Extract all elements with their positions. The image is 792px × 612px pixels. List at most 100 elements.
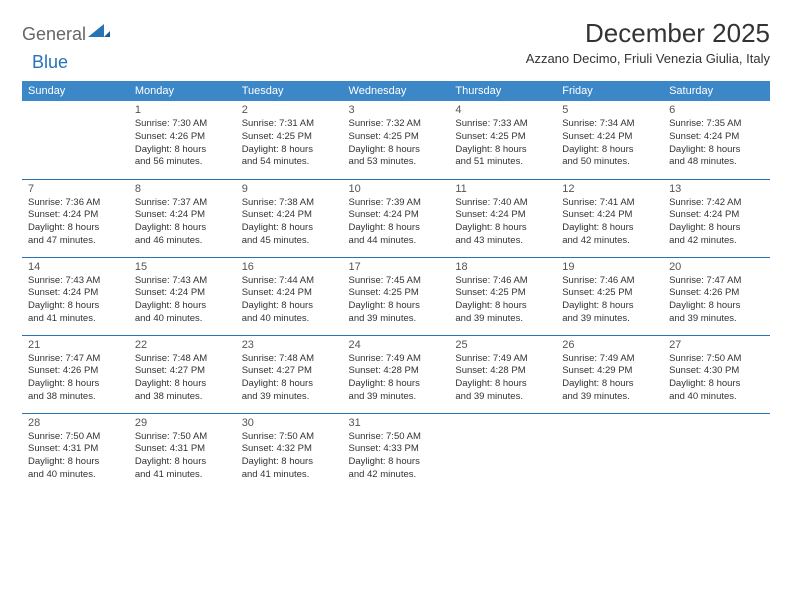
- calendar-day-cell: 12Sunrise: 7:41 AMSunset: 4:24 PMDayligh…: [556, 179, 663, 257]
- day-info: Sunrise: 7:49 AMSunset: 4:28 PMDaylight:…: [455, 353, 550, 404]
- day-info-line: and 43 minutes.: [455, 235, 550, 248]
- day-info-line: and 41 minutes.: [28, 313, 123, 326]
- day-info-line: Sunset: 4:28 PM: [455, 365, 550, 378]
- day-info-line: Daylight: 8 hours: [669, 300, 764, 313]
- calendar-table: SundayMondayTuesdayWednesdayThursdayFrid…: [22, 81, 770, 491]
- calendar-day-cell: [22, 101, 129, 179]
- day-info-line: Daylight: 8 hours: [562, 378, 657, 391]
- day-number: 29: [135, 417, 230, 429]
- calendar-day-cell: 2Sunrise: 7:31 AMSunset: 4:25 PMDaylight…: [236, 101, 343, 179]
- day-info: Sunrise: 7:50 AMSunset: 4:32 PMDaylight:…: [242, 431, 337, 482]
- calendar-day-cell: 14Sunrise: 7:43 AMSunset: 4:24 PMDayligh…: [22, 257, 129, 335]
- day-info-line: Daylight: 8 hours: [28, 222, 123, 235]
- day-info-line: Daylight: 8 hours: [349, 300, 444, 313]
- logo-flag-icon: [88, 24, 110, 45]
- day-info-line: Sunrise: 7:32 AM: [349, 118, 444, 131]
- day-info-line: and 39 minutes.: [349, 391, 444, 404]
- day-info-line: and 42 minutes.: [349, 469, 444, 482]
- day-info-line: Daylight: 8 hours: [349, 378, 444, 391]
- day-info-line: Sunset: 4:32 PM: [242, 443, 337, 456]
- calendar-day-cell: 5 Sunrise: 7:34 AMSunset: 4:24 PMDaylight…: [556, 101, 663, 179]
- day-number: 4: [455, 104, 550, 116]
- day-info-line: Sunrise: 7:50 AM: [28, 431, 123, 444]
- day-number: 10: [349, 183, 444, 195]
- day-info-line: Daylight: 8 hours: [455, 300, 550, 313]
- calendar-day-cell: 26Sunrise: 7:49 AMSunset: 4:29 PMDayligh…: [556, 335, 663, 413]
- day-number: 7: [28, 183, 123, 195]
- day-info-line: Sunset: 4:25 PM: [455, 131, 550, 144]
- day-info-line: Sunset: 4:24 PM: [349, 209, 444, 222]
- day-info-line: Daylight: 8 hours: [669, 144, 764, 157]
- day-info-line: Sunset: 4:25 PM: [562, 287, 657, 300]
- day-info-line: and 39 minutes.: [349, 313, 444, 326]
- day-info-line: Sunset: 4:24 PM: [455, 209, 550, 222]
- day-info-line: Sunrise: 7:39 AM: [349, 197, 444, 210]
- calendar-day-cell: 27Sunrise: 7:50 AMSunset: 4:30 PMDayligh…: [663, 335, 770, 413]
- day-number: 8: [135, 183, 230, 195]
- calendar-day-cell: 4Sunrise: 7:33 AMSunset: 4:25 PMDaylight…: [449, 101, 556, 179]
- day-info: Sunrise: 7:47 AMSunset: 4:26 PMDaylight:…: [669, 275, 764, 326]
- day-info-line: Sunset: 4:26 PM: [135, 131, 230, 144]
- day-info-line: Daylight: 8 hours: [135, 378, 230, 391]
- day-info: Sunrise: 7:30 AMSunset: 4:26 PMDaylight:…: [135, 118, 230, 169]
- calendar-week-row: 14Sunrise: 7:43 AMSunset: 4:24 PMDayligh…: [22, 257, 770, 335]
- day-info-line: Sunrise: 7:31 AM: [242, 118, 337, 131]
- day-info: Sunrise: 7:48 AMSunset: 4:27 PMDaylight:…: [135, 353, 230, 404]
- day-info-line: Sunset: 4:24 PM: [28, 287, 123, 300]
- day-info-line: Sunrise: 7:34 AM: [562, 118, 657, 131]
- day-info: Sunrise: 7:34 AMSunset: 4:24 PMDaylight:…: [562, 118, 657, 169]
- day-info-line: and 44 minutes.: [349, 235, 444, 248]
- day-number: 31: [349, 417, 444, 429]
- day-info: Sunrise: 7:45 AMSunset: 4:25 PMDaylight:…: [349, 275, 444, 326]
- day-info-line: Sunset: 4:33 PM: [349, 443, 444, 456]
- day-info-line: Sunset: 4:25 PM: [349, 131, 444, 144]
- calendar-day-cell: 3Sunrise: 7:32 AMSunset: 4:25 PMDaylight…: [343, 101, 450, 179]
- weekday-header: Friday: [556, 81, 663, 101]
- day-info: Sunrise: 7:43 AMSunset: 4:24 PMDaylight:…: [135, 275, 230, 326]
- day-info-line: Sunrise: 7:37 AM: [135, 197, 230, 210]
- day-number: 5: [562, 104, 657, 116]
- day-info-line: and 38 minutes.: [28, 391, 123, 404]
- day-info-line: Daylight: 8 hours: [455, 378, 550, 391]
- calendar-day-cell: 31Sunrise: 7:50 AMSunset: 4:33 PMDayligh…: [343, 413, 450, 491]
- day-info-line: Daylight: 8 hours: [242, 144, 337, 157]
- day-number: 17: [349, 261, 444, 273]
- day-number: 23: [242, 339, 337, 351]
- day-info-line: Sunset: 4:24 PM: [242, 209, 337, 222]
- day-info: Sunrise: 7:41 AMSunset: 4:24 PMDaylight:…: [562, 197, 657, 248]
- day-info: Sunrise: 7:31 AMSunset: 4:25 PMDaylight:…: [242, 118, 337, 169]
- day-info-line: Daylight: 8 hours: [349, 456, 444, 469]
- day-number: 11: [455, 183, 550, 195]
- day-info: Sunrise: 7:48 AMSunset: 4:27 PMDaylight:…: [242, 353, 337, 404]
- day-info-line: and 42 minutes.: [562, 235, 657, 248]
- day-info-line: Daylight: 8 hours: [455, 144, 550, 157]
- calendar-day-cell: 17 Sunrise: 7:45 AMSunset: 4:25 PMDayligh…: [343, 257, 450, 335]
- calendar-day-cell: 7Sunrise: 7:36 AMSunset: 4:24 PMDaylight…: [22, 179, 129, 257]
- calendar-week-row: 1Sunrise: 7:30 AMSunset: 4:26 PMDaylight…: [22, 101, 770, 179]
- day-info-line: and 56 minutes.: [135, 156, 230, 169]
- calendar-day-cell: 19Sunrise: 7:46 AMSunset: 4:25 PMDayligh…: [556, 257, 663, 335]
- day-info-line: and 40 minutes.: [242, 313, 337, 326]
- day-info: Sunrise: 7:46 AMSunset: 4:25 PMDaylight:…: [562, 275, 657, 326]
- day-info-line: Daylight: 8 hours: [242, 222, 337, 235]
- day-info-line: Sunrise: 7:49 AM: [349, 353, 444, 366]
- day-info-line: Sunset: 4:27 PM: [242, 365, 337, 378]
- day-number: 6: [669, 104, 764, 116]
- day-info-line: Daylight: 8 hours: [135, 144, 230, 157]
- day-info-line: and 41 minutes.: [242, 469, 337, 482]
- calendar-day-cell: [449, 413, 556, 491]
- day-info-line: Sunrise: 7:48 AM: [135, 353, 230, 366]
- day-info-line: Daylight: 8 hours: [28, 378, 123, 391]
- calendar-day-cell: 1Sunrise: 7:30 AMSunset: 4:26 PMDaylight…: [129, 101, 236, 179]
- day-info-line: Sunrise: 7:47 AM: [28, 353, 123, 366]
- day-info-line: Daylight: 8 hours: [562, 300, 657, 313]
- calendar-day-cell: 22Sunrise: 7:48 AMSunset: 4:27 PMDayligh…: [129, 335, 236, 413]
- calendar-week-row: 7Sunrise: 7:36 AMSunset: 4:24 PMDaylight…: [22, 179, 770, 257]
- day-info-line: Sunset: 4:31 PM: [135, 443, 230, 456]
- day-info: Sunrise: 7:39 AMSunset: 4:24 PMDaylight:…: [349, 197, 444, 248]
- day-info-line: Sunrise: 7:47 AM: [669, 275, 764, 288]
- day-number: 25: [455, 339, 550, 351]
- day-info: Sunrise: 7:49 AMSunset: 4:29 PMDaylight:…: [562, 353, 657, 404]
- logo-text-general: General: [22, 24, 86, 45]
- logo-text-blue: Blue: [32, 52, 68, 73]
